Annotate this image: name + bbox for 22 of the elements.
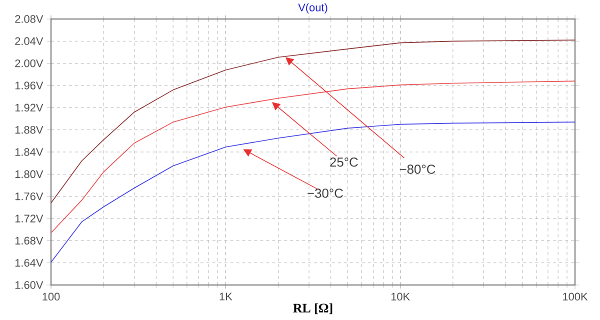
y-tick-label: 1.60V [15,281,44,289]
x-axis-title: RL [Ω] [293,303,332,314]
x-tick-label: 100 [42,292,60,301]
y-tick-label: 1.96V [15,82,44,90]
y-tick-label: 1.88V [15,126,44,134]
y-tick-label: 1.84V [15,148,44,156]
x-tick-label: 1K [220,292,232,300]
y-tick-label: 2.08V [15,15,44,23]
y-tick-label: 1.80V [15,170,44,178]
annotation: −30°C [308,188,343,198]
annotation: 25°C [330,158,358,167]
y-tick-label: 1.68V [15,236,44,245]
y-tick-label: 2.00V [15,59,44,68]
annotation: −80°C [400,164,436,174]
y-tick-label: 2.04V [15,37,44,46]
y-tick-label: 1.76V [15,192,44,200]
x-tick-label: 100K [563,292,588,301]
y-tick-label: 1.64V [15,258,44,267]
x-tick-label: 10K [391,292,410,301]
y-tick-label: 1.72V [15,214,44,222]
y-tick-label: 1.92V [15,104,44,112]
chart-title: V(out) [298,3,328,14]
